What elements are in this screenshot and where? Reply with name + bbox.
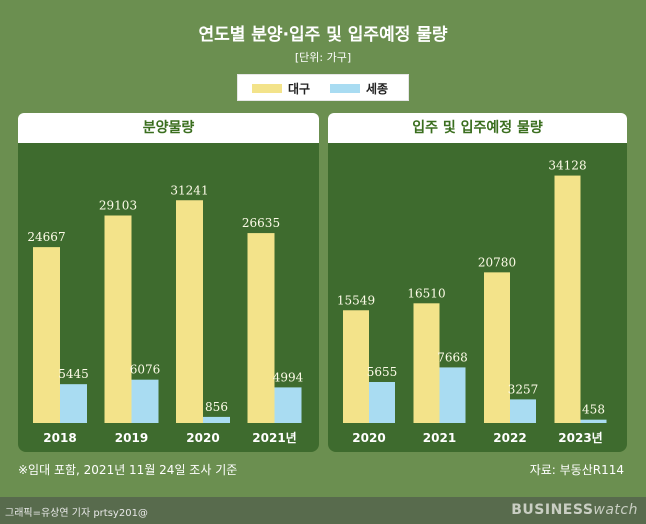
bar-daegu-2 [484,272,510,423]
x-tick-label-3: 2023년 [558,431,602,445]
x-tick-label-2: 2022 [493,431,526,445]
legend: 대구 세종 [237,74,409,101]
x-tick-label-1: 2019 [115,431,148,445]
value-label-daegu-2: 20780 [478,255,516,269]
source-note: 자료: 부동산R114 [529,463,624,477]
footer-bar: 그래픽=유상연 기자 prtsy201@ BUSINESSwatch [0,497,646,524]
presale-chart-panel: 24667 5445 2018 29103 6076 2019 31241 856 2020 26… [18,143,319,452]
value-label-daegu-1: 16510 [407,286,445,300]
footnote: ※임대 포함, 2021년 11월 24일 조사 기준 [18,463,238,477]
x-tick-label-2: 2020 [186,431,219,445]
value-label-sejong-1: 7668 [437,350,468,364]
panel-title-movein: 입주 및 입주예정 물량 [328,113,627,143]
x-tick-label-1: 2021 [423,431,456,445]
x-tick-label-3: 2021년 [252,431,296,445]
unit-note: [단위: 가구] [294,51,352,64]
value-label-daegu-1: 29103 [99,198,137,212]
legend-label-daegu: 대구 [288,82,311,96]
movein-chart: 15549 5655 2020 16510 7668 2021 20780 3257 2022 3… [337,159,607,445]
legend-label-sejong: 세종 [366,82,389,96]
value-label-sejong-0: 5445 [58,367,89,381]
bar-daegu-0 [343,310,369,423]
value-label-daegu-0: 15549 [337,293,375,307]
bar-sejong-2 [203,416,230,423]
legend-swatch-sejong [330,84,360,93]
value-label-sejong-2: 3257 [508,382,539,396]
presale-chart: 24667 5445 2018 29103 6076 2019 31241 856 2020 26… [27,183,304,445]
graphic-credit: 그래픽=유상연 기자 prtsy201@ [5,508,148,519]
value-label-daegu-0: 24667 [27,230,65,244]
value-label-daegu-3: 26635 [242,216,280,230]
x-tick-label-0: 2020 [352,431,385,445]
brand-part1: BUSINESS [511,502,594,518]
bar-sejong-0 [369,382,395,423]
value-label-daegu-2: 31241 [170,183,208,197]
bar-daegu-3 [247,233,275,423]
bar-sejong-3 [580,419,607,423]
page-title: 연도별 분양·입주 및 입주예정 물량 [198,25,448,45]
movein-chart-panel: 15549 5655 2020 16510 7668 2021 20780 3257 2022 3… [328,143,627,452]
bar-daegu-3 [554,175,581,423]
value-label-sejong-0: 5655 [367,365,398,379]
value-label-sejong-3: 458 [582,403,605,417]
bar-sejong-2 [510,399,536,423]
bar-daegu-0 [33,247,60,423]
bar-daegu-1 [413,303,440,423]
legend-swatch-daegu [252,84,282,93]
bar-sejong-3 [274,387,302,423]
panel-title-presale: 분양물량 [18,113,319,143]
legend-item-daegu: 대구 [252,75,310,102]
value-label-daegu-3: 34128 [548,159,586,173]
value-label-sejong-1: 6076 [130,363,161,377]
x-tick-label-0: 2018 [43,431,76,445]
bar-sejong-0 [60,384,87,423]
value-label-sejong-2: 856 [205,400,228,414]
legend-item-sejong: 세종 [330,75,388,102]
brand-logo: BUSINESSwatch [511,502,638,518]
value-label-sejong-3: 4994 [273,370,304,384]
bar-sejong-1 [439,367,466,423]
bar-sejong-1 [131,379,159,423]
bar-daegu-2 [176,200,203,423]
brand-part2: watch [593,502,638,518]
bar-daegu-1 [104,215,132,423]
